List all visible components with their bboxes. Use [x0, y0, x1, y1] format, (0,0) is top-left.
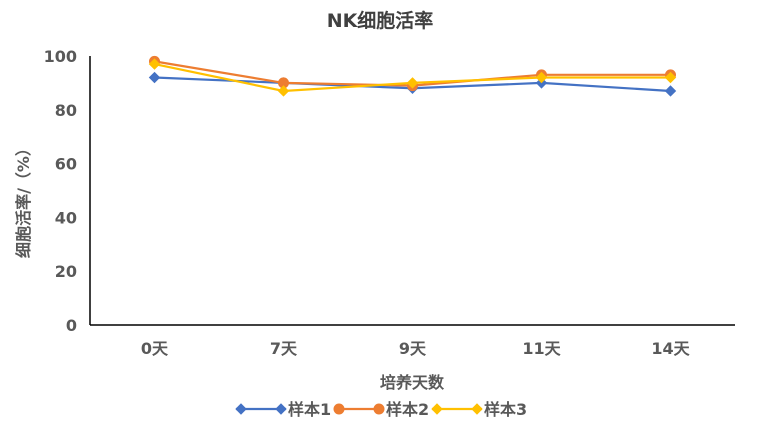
legend-swatch-marker — [275, 403, 287, 415]
data-point — [664, 71, 677, 84]
y-tick-label: 20 — [55, 262, 77, 281]
y-tick-label: 40 — [55, 208, 77, 227]
x-axis-tick-labels: 0天 7天 9天 11天 14天 — [141, 339, 691, 358]
y-axis-tick-labels: 0 20 40 60 80 100 — [44, 47, 77, 335]
y-axis-label: 细胞活率/（%） — [14, 140, 33, 258]
legend-label: 样本3 — [484, 400, 527, 419]
legend-swatch-marker — [333, 403, 345, 415]
series-layer — [148, 55, 677, 97]
legend-swatch-marker — [373, 403, 385, 415]
y-tick-label: 80 — [55, 101, 77, 120]
y-tick-label: 0 — [66, 316, 77, 335]
y-tick-label: 60 — [55, 155, 77, 174]
data-point — [148, 58, 161, 70]
y-tick-label: 100 — [44, 47, 77, 66]
legend-item: 样本1 — [235, 400, 331, 419]
x-tick-label: 9天 — [399, 339, 427, 358]
chart-title: NK细胞活率 — [327, 9, 434, 32]
legend-label: 样本2 — [386, 400, 429, 419]
x-tick-label: 7天 — [270, 339, 298, 358]
legend-swatch-marker — [235, 403, 247, 415]
data-point — [148, 71, 161, 84]
x-tick-label: 0天 — [141, 339, 169, 358]
x-tick-label: 14天 — [651, 339, 690, 358]
data-point — [535, 71, 548, 84]
data-point — [664, 85, 677, 97]
x-axis-label: 培养天数 — [380, 373, 445, 392]
data-point — [406, 77, 419, 89]
data-point — [277, 85, 290, 97]
series-3 — [148, 58, 677, 97]
legend-swatch-marker — [471, 403, 483, 415]
legend-swatch-marker — [431, 403, 443, 415]
x-tick-label: 11天 — [522, 339, 561, 358]
legend: 样本1 样本2 样本3 — [235, 400, 527, 419]
legend-label: 样本1 — [288, 400, 331, 419]
legend-item: 样本3 — [431, 400, 527, 419]
legend-item: 样本2 — [333, 400, 429, 419]
